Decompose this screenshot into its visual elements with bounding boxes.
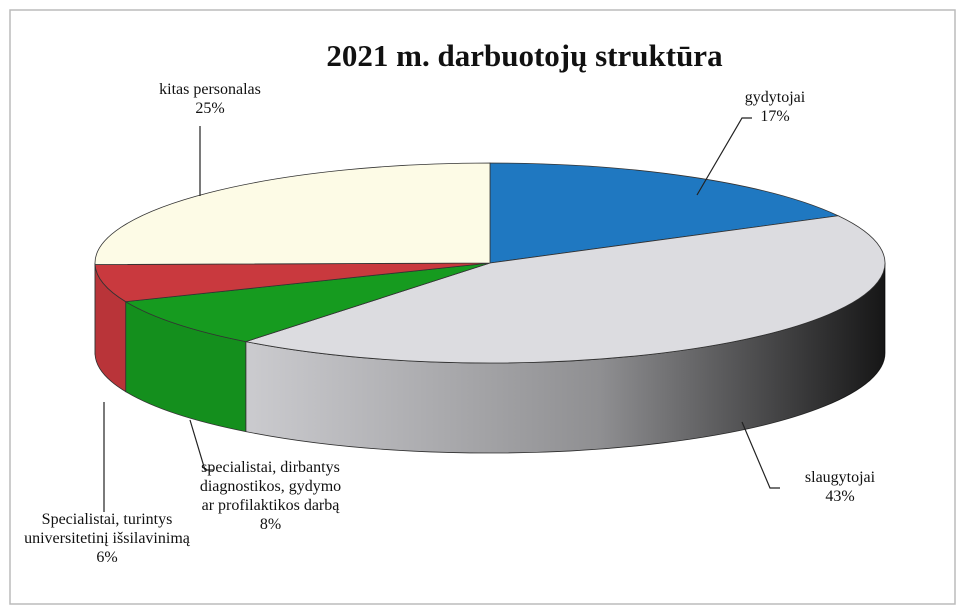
slice-label: specialistai, dirbantys diagnostikos, gy… bbox=[198, 458, 343, 534]
value-label: 6% bbox=[96, 549, 118, 566]
category-label: kitas personalas bbox=[159, 81, 261, 98]
value-label: 17% bbox=[760, 108, 790, 125]
slice-label: slaugytojai 43% bbox=[765, 468, 915, 506]
frame bbox=[9, 9, 956, 605]
slice bbox=[124, 262, 491, 343]
leader-line bbox=[696, 117, 752, 196]
category-label: gydytojai bbox=[744, 89, 806, 106]
slice-side-shade bbox=[125, 301, 246, 432]
slice-label: gydytojai 17% bbox=[700, 88, 850, 126]
leader-line bbox=[189, 419, 213, 471]
value-label: 8% bbox=[259, 516, 282, 533]
value-label: 25% bbox=[195, 100, 225, 117]
slice-label: kitas personalas 25% bbox=[120, 80, 300, 118]
value-label: 43% bbox=[825, 488, 855, 505]
slice bbox=[489, 162, 840, 264]
category-label: Specialistai, turintys universitetinį iš… bbox=[24, 511, 190, 547]
slice bbox=[94, 162, 491, 265]
leader-lines bbox=[103, 117, 780, 512]
slice bbox=[94, 262, 491, 303]
slice-label: Specialistai, turintys universitetinį iš… bbox=[18, 510, 196, 567]
category-label: slaugytojai bbox=[804, 469, 876, 486]
leader-line bbox=[741, 421, 780, 489]
slice bbox=[244, 215, 886, 364]
category-label: specialistai, dirbantys diagnostikos, gy… bbox=[199, 459, 342, 514]
slice-side-shade bbox=[245, 263, 885, 454]
chart-title: 2021 m. darbuotojų struktūra bbox=[326, 38, 723, 73]
slice-side-shade bbox=[95, 264, 126, 392]
